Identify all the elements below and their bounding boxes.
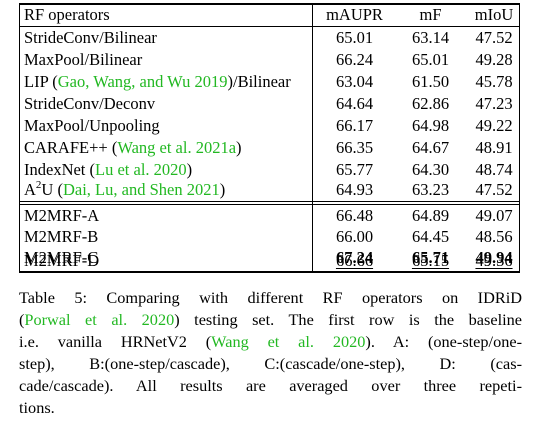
cell-maupr: 64.93 (335, 180, 374, 199)
cell-miou: 49.07 (475, 206, 513, 225)
cell-miou-second: 49.36 (475, 251, 513, 270)
cell-maupr-second: 66.66 (335, 251, 374, 270)
col-divider-3 (519, 3, 520, 273)
row-op: M2MRF-B (24, 227, 99, 246)
table-caption: Table 5: Comparing with different RF ope… (19, 287, 522, 419)
caption-line: Table 5: Comparing with different RF ope… (19, 288, 522, 307)
cell-miou: 45.78 (475, 72, 513, 91)
cell-mf: 61.50 (411, 72, 450, 91)
mid-rule-2 (19, 204, 520, 205)
caption-line: tions. (19, 398, 55, 417)
citation-link[interactable]: Wang et al. 2020 (211, 332, 366, 351)
bottom-rule (19, 271, 520, 273)
cell-mf: 62.86 (411, 94, 450, 113)
cell-maupr: 63.04 (335, 72, 374, 91)
caption-line: cade/cascade). All results are averaged … (19, 376, 522, 395)
cell-mf: 64.98 (411, 116, 450, 135)
cell-mf: 64.67 (411, 138, 450, 157)
caption-line: step), B:(one-step/cascade), C:(cascade/… (19, 354, 522, 373)
cell-maupr: 65.01 (335, 28, 374, 47)
header-rule (19, 26, 520, 27)
table-row: IndexNet (Lu et al. 2020) 65.77 64.30 48… (19, 159, 520, 181)
row-op: MaxPool/Bilinear (24, 50, 143, 69)
citation-link[interactable]: Lu et al. 2020 (95, 160, 187, 179)
table-row: LIP (Gao, Wang, and Wu 2019)/Bilinear 63… (19, 71, 520, 93)
row-op: M2MRF-D (24, 251, 100, 270)
mid-rule-1 (19, 201, 520, 202)
cell-miou: 47.52 (475, 28, 513, 47)
caption-line: (Porwal et al. 2020) testing set. The fi… (19, 310, 523, 329)
row-op: A2U (Dai, Lu, and Shen 2021) (24, 178, 226, 199)
table-row: CARAFE++ (Wang et al. 2021a) 66.35 64.67… (19, 137, 520, 159)
table-row: A2U (Dai, Lu, and Shen 2021) 64.93 63.23… (19, 179, 520, 201)
row-op: MaxPool/Unpooling (24, 116, 160, 135)
table-row: M2MRF-A 66.48 64.89 49.07 (19, 205, 520, 227)
row-op: M2MRF-A (24, 206, 100, 225)
cell-mf-second: 65.15 (411, 251, 450, 270)
table-row: MaxPool/Unpooling 66.17 64.98 49.22 (19, 115, 520, 137)
cell-maupr: 64.64 (335, 94, 374, 113)
cell-maupr: 66.35 (335, 138, 374, 157)
citation-link[interactable]: Wang et al. 2021a (117, 138, 237, 157)
header-maupr: mAUPR (326, 5, 383, 24)
cell-maupr: 66.24 (335, 50, 374, 69)
header-row: RF operators mAUPR mF mIoU (19, 4, 520, 26)
cell-maupr-best: 67.24 (335, 248, 374, 267)
table-row: StrideConv/Bilinear 65.01 63.14 47.52 (19, 27, 520, 49)
cell-mf: 64.89 (411, 206, 450, 225)
citation-link[interactable]: Gao, Wang, and Wu 2019 (57, 72, 228, 91)
cell-maupr: 66.17 (335, 116, 374, 135)
cell-mf-best: 65.71 (411, 248, 450, 267)
cell-maupr: 66.00 (335, 227, 374, 246)
cell-mf: 65.01 (411, 50, 450, 69)
cell-miou: 49.22 (475, 116, 513, 135)
cell-mf: 63.14 (411, 28, 450, 47)
row-op: IndexNet (Lu et al. 2020) (24, 160, 193, 179)
cell-miou: 47.52 (475, 180, 513, 199)
cell-miou: 49.28 (475, 50, 513, 69)
caption-line: i.e. vanilla HRNetV2 (Wang et al. 2020).… (19, 332, 522, 351)
table-row: MaxPool/Bilinear 66.24 65.01 49.28 (19, 49, 520, 71)
cell-maupr: 65.77 (335, 160, 374, 179)
col-divider-2 (312, 3, 313, 273)
cell-miou: 47.23 (475, 94, 513, 113)
cell-mf: 63.23 (411, 180, 450, 199)
cell-mf: 64.30 (411, 160, 450, 179)
table-row: M2MRF-B 66.00 64.45 48.56 (19, 226, 520, 248)
cell-maupr: 66.48 (335, 206, 374, 225)
row-op: CARAFE++ (Wang et al. 2021a) (24, 138, 242, 157)
citation-link[interactable]: Porwal et al. 2020 (24, 310, 175, 329)
header-miou: mIoU (474, 5, 514, 24)
col-divider-1 (19, 3, 20, 273)
top-rule (19, 3, 520, 5)
cell-miou: 48.91 (475, 138, 513, 157)
header-mf: mF (419, 5, 442, 24)
cell-miou: 48.74 (475, 160, 513, 179)
row-op: StrideConv/Deconv (24, 94, 156, 113)
table-row: StrideConv/Deconv 64.64 62.86 47.23 (19, 93, 520, 115)
citation-link[interactable]: Dai, Lu, and Shen 2021 (62, 180, 220, 199)
header-rf-operators: RF operators (24, 5, 110, 24)
cell-miou: 48.56 (475, 227, 513, 246)
table-row: M2MRF-C 67.24 65.71 49.94 (19, 247, 520, 269)
cell-miou-best: 49.94 (475, 248, 513, 267)
cell-mf: 64.45 (411, 227, 450, 246)
row-op: LIP (Gao, Wang, and Wu 2019)/Bilinear (24, 72, 291, 91)
table-row: M2MRF-D 66.66 65.15 49.36 (19, 250, 520, 272)
row-op: M2MRF-C (24, 248, 99, 267)
row-op: StrideConv/Bilinear (24, 28, 157, 47)
